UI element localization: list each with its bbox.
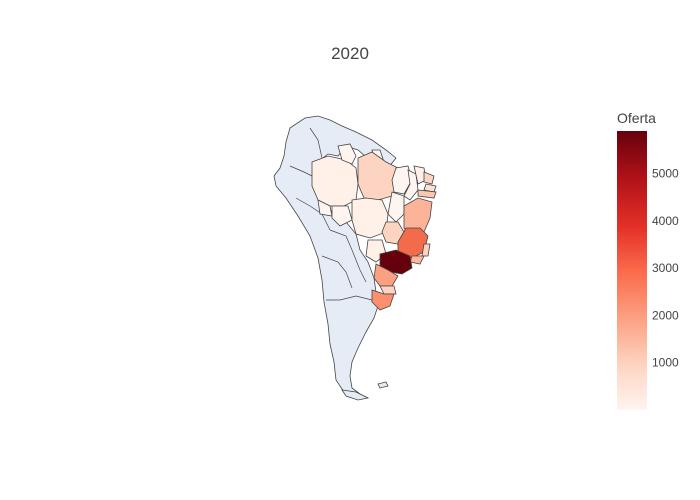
- state-rio-grande-do-norte[interactable]: [423, 171, 435, 185]
- south-america-land: [273, 115, 397, 399]
- colorbar-tick-label: 5000: [652, 167, 679, 181]
- state-rondonia[interactable]: [331, 205, 353, 227]
- state-santa-catarina[interactable]: [379, 285, 397, 295]
- country-borders: [289, 127, 373, 301]
- falkland-islands: [377, 381, 389, 389]
- colorbar-ticks: 1000 2000 3000 4000 5000: [652, 167, 679, 370]
- state-pernambuco[interactable]: [417, 189, 437, 199]
- state-roraima[interactable]: [337, 143, 357, 165]
- map-title: 2020: [331, 44, 369, 63]
- brazil-states[interactable]: [311, 143, 437, 311]
- colorbar-tick-label: 2000: [652, 308, 679, 322]
- state-espirito-santo[interactable]: [421, 243, 431, 257]
- colorbar-tick-label: 1000: [652, 356, 679, 370]
- colorbar-title: Oferta: [617, 110, 656, 126]
- colorbar-tick-label: 4000: [652, 214, 679, 228]
- state-tocantins[interactable]: [387, 191, 405, 223]
- state-rio-grande-do-sul[interactable]: [371, 289, 395, 311]
- colorbar-gradient: [617, 131, 647, 410]
- state-maranhao[interactable]: [391, 165, 413, 195]
- state-rio-de-janeiro[interactable]: [409, 255, 425, 265]
- colorbar-tick-label: 3000: [652, 261, 679, 275]
- tierra-del-fuego: [341, 389, 370, 401]
